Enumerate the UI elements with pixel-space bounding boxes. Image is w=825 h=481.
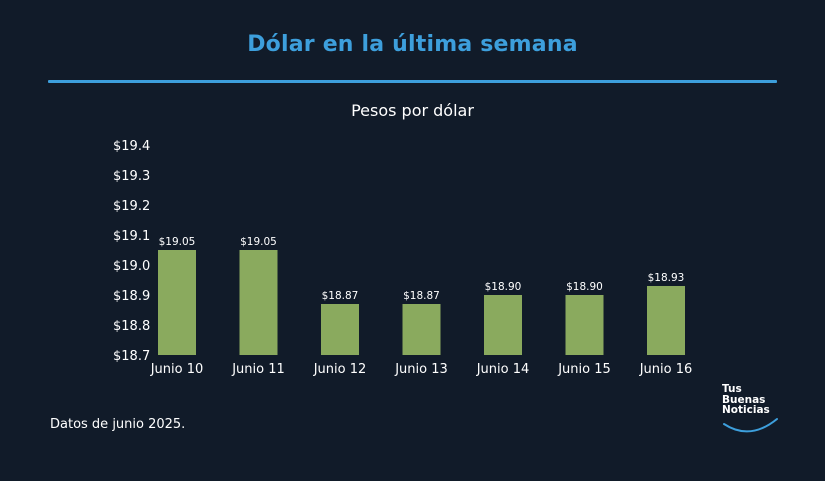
x-tick-label: Junio 16 xyxy=(639,362,693,377)
bar-value-label: $18.90 xyxy=(485,281,522,293)
logo-line-2: Buenas xyxy=(722,393,766,406)
y-tick-label: $19.2 xyxy=(113,199,150,214)
bar xyxy=(647,286,685,355)
y-tick-label: $18.8 xyxy=(113,319,150,334)
bar-value-label: $18.87 xyxy=(322,290,359,302)
bar xyxy=(158,250,196,355)
y-tick-label: $18.7 xyxy=(113,349,150,364)
logo-line-1: Tus xyxy=(722,383,742,395)
bar xyxy=(484,295,522,355)
bar-value-label: $18.87 xyxy=(403,290,440,302)
bar xyxy=(321,304,359,355)
y-tick-label: $19.0 xyxy=(113,259,150,274)
x-tick-label: Junio 12 xyxy=(313,362,367,377)
brand-logo: Tus Buenas Noticias xyxy=(722,384,782,436)
bar xyxy=(239,250,278,355)
x-tick-label: Junio 13 xyxy=(394,362,448,377)
bar-value-label: $19.05 xyxy=(240,236,277,248)
bar xyxy=(565,295,604,355)
title-divider xyxy=(48,80,777,83)
chart-title: Pesos por dólar xyxy=(351,101,474,120)
bar-value-label: $19.05 xyxy=(159,236,196,248)
logo-smile-arc xyxy=(723,418,778,433)
bar xyxy=(402,304,441,355)
x-tick-label: Junio 10 xyxy=(150,362,204,377)
x-tick-label: Junio 14 xyxy=(476,362,530,377)
footnote: Datos de junio 2025. xyxy=(50,417,186,432)
bar-value-label: $18.90 xyxy=(566,281,603,293)
y-tick-label: $19.4 xyxy=(113,139,150,154)
x-tick-label: Junio 11 xyxy=(231,362,285,377)
x-tick-label: Junio 15 xyxy=(557,362,611,377)
page-title: Dólar en la última semana xyxy=(247,32,578,57)
y-tick-label: $19.3 xyxy=(113,169,150,184)
bar-value-label: $18.93 xyxy=(648,272,685,284)
y-tick-label: $19.1 xyxy=(113,229,150,244)
logo-line-3: Noticias xyxy=(722,404,770,416)
bar-chart: $18.7 $18.8 $18.9 $19.0 $19.1 $19.2 $19.3 $19.4… xyxy=(113,139,693,377)
y-tick-label: $18.9 xyxy=(113,289,150,304)
